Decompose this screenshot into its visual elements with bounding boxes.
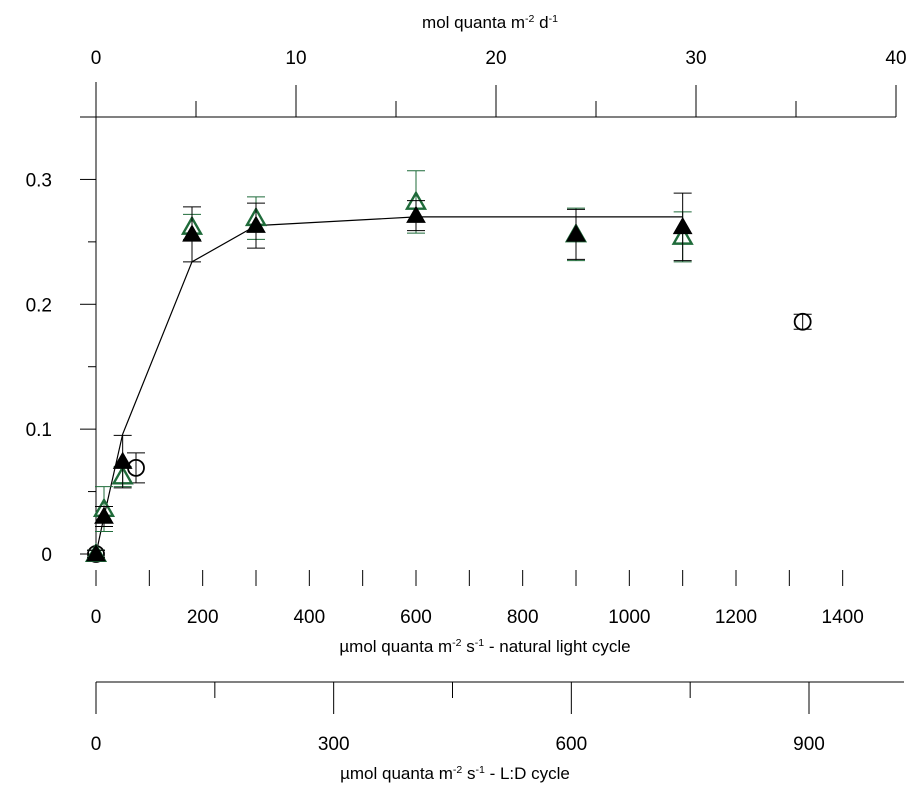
ld-tick-label: 0: [91, 734, 102, 755]
top-tick-label: 30: [685, 48, 706, 69]
filled-triangle-point: [86, 543, 106, 562]
filled-triangle-point: [672, 216, 693, 235]
x-axis-title-natural: µmol quanta m-2 s-1 - natural light cycl…: [339, 637, 630, 656]
x-tick-label: 400: [293, 607, 325, 628]
ld-tick-label: 600: [555, 734, 587, 755]
y-tick-label: 0.3: [26, 170, 52, 191]
y-tick-label: 0: [41, 545, 52, 566]
y-tick-label: 0.1: [26, 420, 52, 441]
x-axis-title-ld: µmol quanta m-2 s-1 - L:D cycle: [340, 764, 570, 783]
top-tick-label: 20: [485, 48, 506, 69]
x-tick-label: 0: [91, 607, 102, 628]
data-marks: [84, 170, 812, 563]
axes: [80, 82, 904, 714]
y-tick-label: 0.2: [26, 295, 52, 316]
axis-text: 0 10 20 30 40 mol quanta m-2 d-1 0 0.1 0.2 0.3 0 20…: [26, 13, 907, 783]
x-tick-label: 200: [187, 607, 219, 628]
top-axis-title: mol quanta m-2 d-1: [422, 13, 558, 32]
x-tick-label: 800: [507, 607, 539, 628]
x-tick-label: 1200: [715, 607, 757, 628]
x-tick-label: 600: [400, 607, 432, 628]
x-tick-label: 1000: [608, 607, 650, 628]
top-tick-label: 40: [885, 48, 906, 69]
filled-triangle-point: [94, 506, 114, 524]
ld-tick-label: 300: [318, 734, 350, 755]
filled-triangle-point: [246, 215, 266, 233]
fit-line: [95, 216, 683, 555]
filled-triangle-point: [182, 224, 202, 242]
top-tick-label: 0: [91, 48, 102, 69]
x-tick-label: 1400: [822, 607, 864, 628]
circle-point: [793, 312, 812, 331]
ld-tick-label: 900: [793, 734, 825, 755]
filled-triangle-point: [406, 205, 426, 223]
filled-triangle-point: [112, 451, 133, 469]
top-tick-label: 10: [285, 48, 306, 69]
fit-line-group: [95, 216, 683, 555]
filled-triangle-point: [566, 224, 586, 242]
